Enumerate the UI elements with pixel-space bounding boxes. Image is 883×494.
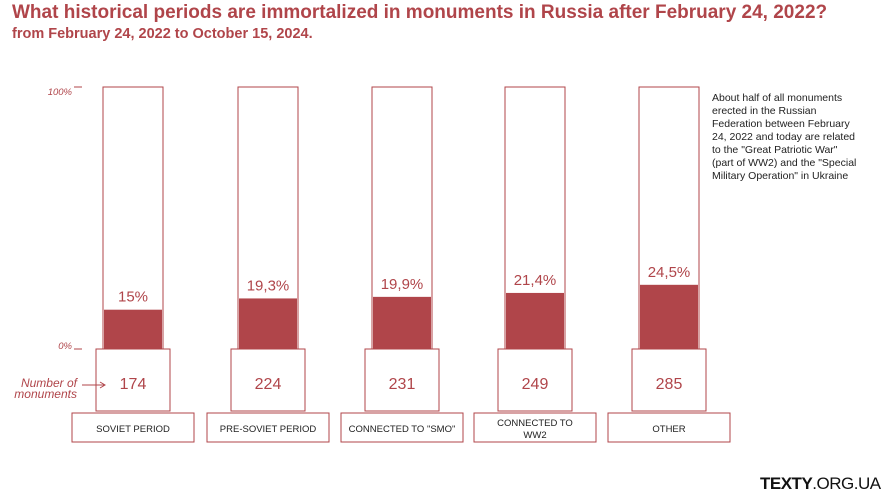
count-box xyxy=(631,348,707,412)
category-box xyxy=(607,412,731,443)
y-tick-100: 100% xyxy=(48,87,73,98)
count-label: 249 xyxy=(522,376,549,393)
count-arrow-head xyxy=(99,381,106,389)
category-label: PRE-SOVIET PERIOD xyxy=(220,424,317,435)
count-box xyxy=(95,348,171,412)
bar xyxy=(373,296,431,349)
count-box xyxy=(497,348,573,412)
chart-subtitle: from February 24, 2022 to October 15, 20… xyxy=(12,26,313,42)
y-tick-0: 0% xyxy=(58,341,72,352)
category-box xyxy=(473,412,597,443)
category-label: SOVIET PERIOD xyxy=(96,424,170,435)
count-label: 285 xyxy=(656,376,683,393)
count-box xyxy=(364,348,440,412)
category-box xyxy=(206,412,330,443)
brand-bold: TEXTY xyxy=(760,474,813,493)
category-label: CONNECTED TO "SMO" xyxy=(349,424,456,435)
category-box xyxy=(340,412,464,443)
count-box xyxy=(230,348,306,412)
bar xyxy=(640,284,698,349)
category-label-line2: WW2 xyxy=(523,430,546,441)
brand-thin: .ORG.UA xyxy=(812,474,881,493)
bar-value-label: 21,4% xyxy=(514,272,557,289)
bar xyxy=(239,298,297,349)
count-label: 231 xyxy=(389,376,416,393)
bar-value-label: 19,3% xyxy=(247,277,290,294)
bar-value-label: 24,5% xyxy=(648,264,691,281)
count-label: 174 xyxy=(120,376,147,393)
category-label: OTHER xyxy=(652,424,685,435)
annotation-note: About half of all monuments erected in t… xyxy=(712,92,857,182)
count-label: 224 xyxy=(255,376,282,393)
category-label-line1: CONNECTED TO xyxy=(497,418,573,429)
bar-value-label: 15% xyxy=(118,289,148,306)
chart-title: What historical periods are immortalized… xyxy=(12,2,828,23)
category-box xyxy=(71,412,195,443)
bar xyxy=(506,292,564,349)
count-axis-label-line1: Number of xyxy=(21,376,79,390)
bar xyxy=(104,309,162,349)
brand-logo: TEXTY.ORG.UA xyxy=(760,474,881,494)
bar-value-label: 19,9% xyxy=(381,276,424,293)
count-axis-label-line2: monuments xyxy=(14,387,77,401)
